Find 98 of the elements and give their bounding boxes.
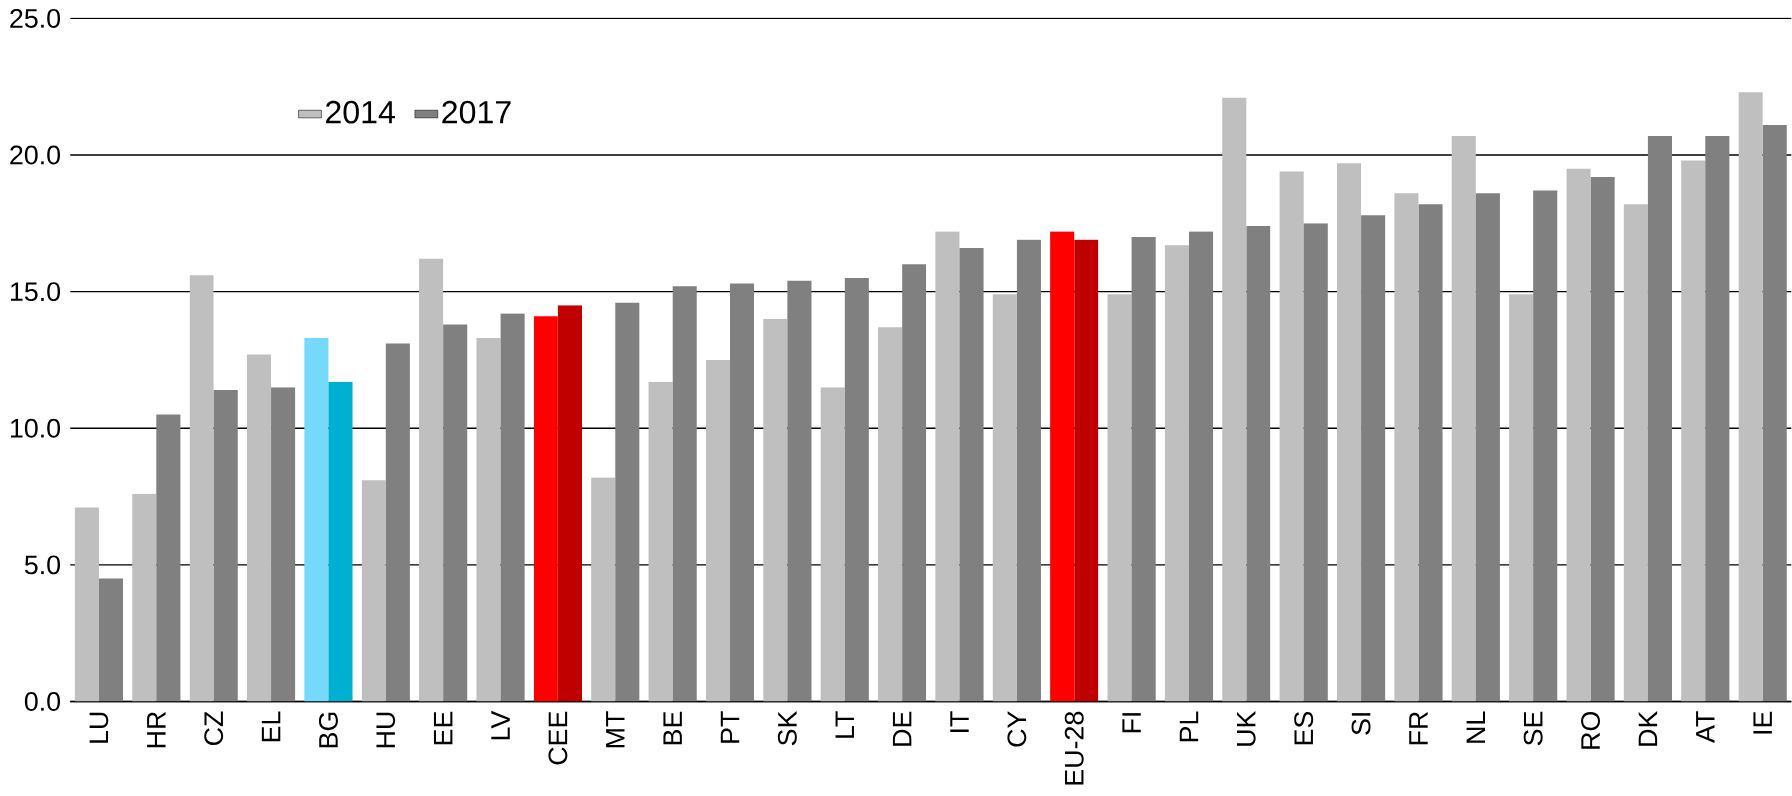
bar xyxy=(730,283,755,702)
x-tick-label: RO xyxy=(1581,712,1601,749)
bar xyxy=(361,480,386,702)
bar xyxy=(1016,239,1041,702)
x-tick-label: BG xyxy=(318,712,338,748)
y-tick-label: 15.0 xyxy=(10,282,61,302)
bar xyxy=(246,354,272,702)
y-tick-label: 20.0 xyxy=(10,145,61,165)
x-tick-label: PL xyxy=(1179,711,1199,742)
bar xyxy=(615,302,640,702)
bar xyxy=(1222,97,1247,702)
x-tick-label: IT xyxy=(950,711,969,733)
x-tick-label: NL xyxy=(1466,711,1486,743)
legend-label: 2014 xyxy=(326,101,395,124)
bar xyxy=(935,231,960,702)
bar xyxy=(820,387,845,702)
bar xyxy=(1188,231,1214,702)
bar xyxy=(476,338,501,702)
legend-label: 2017 xyxy=(442,101,511,124)
bar xyxy=(1566,168,1591,702)
x-tick-label: SE xyxy=(1523,712,1543,746)
bar xyxy=(1475,193,1500,702)
x-tick-label: CY xyxy=(1007,711,1027,747)
bar xyxy=(959,248,984,702)
bar xyxy=(844,278,869,702)
bar xyxy=(787,280,812,702)
x-tick-label: CEE xyxy=(548,712,568,765)
y-tick-label: 10.0 xyxy=(10,419,61,438)
bar xyxy=(419,259,444,702)
bar xyxy=(1107,294,1132,702)
y-tick-label: 25.0 xyxy=(10,9,61,29)
x-tick-label: HU xyxy=(376,713,396,748)
bar xyxy=(902,264,927,702)
bar xyxy=(1074,239,1099,702)
bar xyxy=(213,390,238,702)
bar xyxy=(271,387,296,702)
bar xyxy=(557,305,582,702)
x-tick-label: EL xyxy=(261,711,281,742)
x-tick-label: SK xyxy=(777,711,797,746)
x-tick-label: SI xyxy=(1351,713,1371,735)
x-tick-label: MT xyxy=(606,711,625,748)
bar xyxy=(533,316,558,702)
bar xyxy=(1705,136,1730,702)
bar xyxy=(648,382,673,702)
bar xyxy=(1762,125,1787,702)
y-tick-label: 5.0 xyxy=(24,555,61,575)
bar xyxy=(189,275,214,702)
bar xyxy=(1394,193,1419,702)
bar xyxy=(1361,215,1386,702)
bar xyxy=(1451,136,1476,702)
bar xyxy=(74,507,99,702)
x-tick-label: FI xyxy=(1122,713,1141,733)
bar xyxy=(878,327,903,702)
bar xyxy=(132,494,157,702)
bar xyxy=(443,324,468,702)
bar xyxy=(1533,190,1558,702)
bar xyxy=(1164,245,1189,702)
y-tick-label: 0.0 xyxy=(24,692,61,712)
bar xyxy=(1590,177,1615,702)
bar xyxy=(1050,231,1075,702)
x-tick-label: DE xyxy=(892,712,912,746)
bar xyxy=(1336,163,1362,702)
bar xyxy=(1509,294,1534,702)
bar xyxy=(1131,237,1156,702)
x-tick-label: LV xyxy=(491,711,510,740)
x-tick-label: DK xyxy=(1638,711,1658,746)
bar xyxy=(1738,92,1763,702)
bar xyxy=(705,360,731,702)
bar xyxy=(1681,160,1706,702)
bar xyxy=(1418,204,1443,702)
bar xyxy=(591,477,616,702)
bar xyxy=(1623,204,1648,702)
bar xyxy=(1279,171,1304,702)
bar xyxy=(1246,226,1271,702)
bar xyxy=(304,338,329,702)
bar xyxy=(763,319,788,702)
x-tick-label: UK xyxy=(1237,711,1256,747)
bar xyxy=(1303,223,1328,702)
x-tick-label: EU-28 xyxy=(1064,712,1084,785)
x-tick-label: LU xyxy=(89,713,109,743)
x-tick-label: PT xyxy=(720,711,740,743)
bar xyxy=(1647,136,1673,702)
bar xyxy=(98,578,124,702)
bar xyxy=(500,313,525,702)
bar xyxy=(156,414,181,702)
bar xyxy=(992,294,1017,702)
x-tick-label: ES xyxy=(1294,712,1314,745)
x-tick-label: BE xyxy=(663,712,682,745)
x-tick-label: LT xyxy=(835,711,854,738)
bar xyxy=(328,382,353,702)
x-tick-label: AT xyxy=(1696,711,1715,744)
x-tick-label: CZ xyxy=(204,711,224,746)
bar xyxy=(672,286,697,702)
x-tick-label: IE xyxy=(1753,712,1772,734)
bar xyxy=(385,343,410,702)
x-tick-label: EE xyxy=(433,712,453,745)
x-tick-label: FR xyxy=(1409,712,1428,745)
x-tick-label: HR xyxy=(147,712,166,748)
